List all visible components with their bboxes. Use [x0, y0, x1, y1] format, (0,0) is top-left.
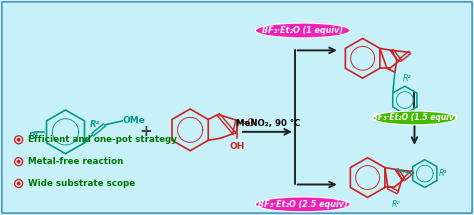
- Text: BF₃·Et₂O (1 equiv): BF₃·Et₂O (1 equiv): [262, 26, 343, 35]
- Circle shape: [15, 158, 23, 166]
- Text: R¹: R¹: [28, 132, 39, 141]
- Text: R²: R²: [90, 120, 100, 129]
- Ellipse shape: [255, 197, 350, 212]
- Text: R: R: [390, 114, 396, 122]
- Text: =O: =O: [240, 118, 256, 128]
- Text: BF₃·Et₂O (2.5 equiv): BF₃·Et₂O (2.5 equiv): [258, 200, 347, 209]
- FancyBboxPatch shape: [2, 2, 472, 213]
- Text: R¹: R¹: [438, 169, 447, 178]
- Ellipse shape: [255, 23, 350, 38]
- Text: OH: OH: [229, 142, 245, 151]
- Text: R²: R²: [392, 200, 400, 209]
- Text: MeNO₂, 90 °C: MeNO₂, 90 °C: [236, 119, 300, 128]
- Circle shape: [17, 138, 21, 142]
- Text: Wide substrate scope: Wide substrate scope: [27, 179, 135, 188]
- Text: Metal-free reaction: Metal-free reaction: [27, 157, 123, 166]
- Ellipse shape: [372, 111, 457, 125]
- Text: Efficient and one-pot strategy: Efficient and one-pot strategy: [27, 135, 177, 144]
- Circle shape: [15, 136, 23, 144]
- Circle shape: [15, 180, 23, 187]
- Text: BF₃·Et₂O (1.5 equiv): BF₃·Et₂O (1.5 equiv): [372, 114, 457, 122]
- Text: OMe: OMe: [123, 116, 146, 125]
- Circle shape: [17, 160, 21, 164]
- Text: R²: R²: [402, 74, 411, 83]
- Circle shape: [17, 181, 21, 186]
- Text: +: +: [139, 124, 152, 139]
